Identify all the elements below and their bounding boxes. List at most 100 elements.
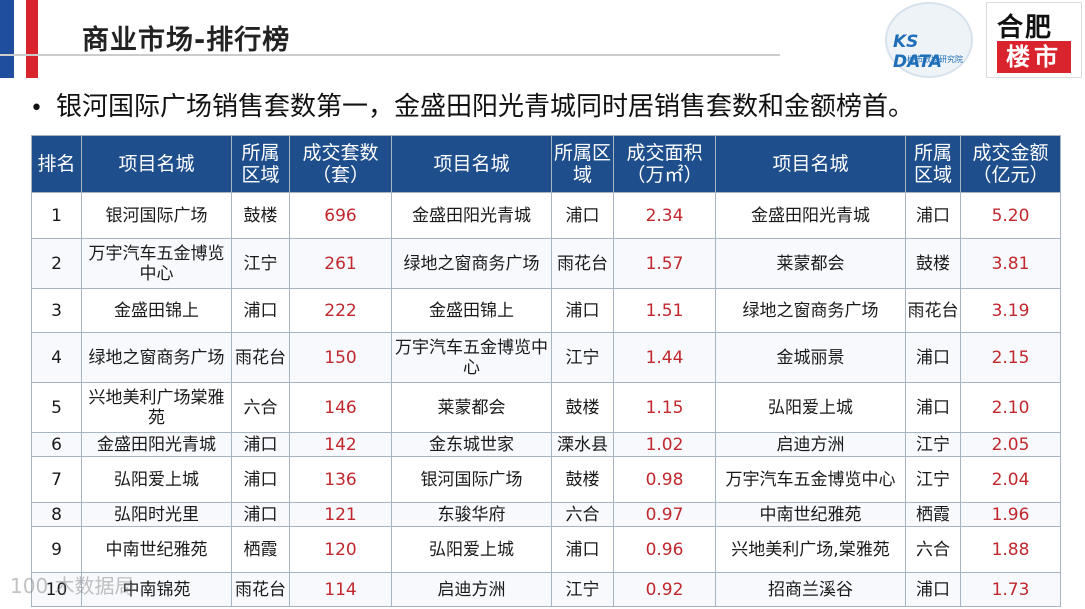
cell-name-size: 弘阳爱上城 bbox=[391, 526, 552, 573]
city-logo-line2: 楼市 bbox=[997, 41, 1071, 73]
cell-area-count: 雨花台 bbox=[231, 572, 290, 607]
flag-stripes bbox=[0, 0, 40, 78]
city-logo: 合肥 楼市 bbox=[986, 2, 1082, 78]
table-header-row: 排名 项目名城 所属区域 成交套数（套） 项目名城 所属区域 成交面积（万㎡） … bbox=[31, 135, 1061, 193]
cell-amount: 5.20 bbox=[960, 192, 1061, 239]
cell-name-size: 东骏华府 bbox=[391, 502, 552, 527]
cell-rank: 3 bbox=[31, 288, 82, 333]
cell-area-amount: 浦口 bbox=[905, 192, 961, 239]
cell-name-size: 银河国际广场 bbox=[391, 456, 552, 503]
cell-name-count: 中南世纪雅苑 bbox=[81, 526, 232, 573]
cell-count: 114 bbox=[289, 572, 392, 607]
header-area-count: 所属区域 bbox=[231, 135, 290, 193]
data-logo: KS DATA 楼市数据研究院 bbox=[885, 2, 973, 78]
cell-amount: 2.10 bbox=[960, 382, 1061, 433]
cell-count: 136 bbox=[289, 456, 392, 503]
cell-area-amount: 浦口 bbox=[905, 572, 961, 607]
cell-name-size: 绿地之窗商务广场 bbox=[391, 238, 552, 289]
cell-amount: 1.73 bbox=[960, 572, 1061, 607]
cell-area-size: 雨花台 bbox=[551, 238, 614, 289]
table-row: 4 绿地之窗商务广场 雨花台 150 万宇汽车五金博览中心 江宁 1.44 金城丽景 浦口 2.1… bbox=[31, 332, 1061, 383]
cell-area-size: 浦口 bbox=[551, 288, 614, 333]
cell-name-amount: 绿地之窗商务广场 bbox=[715, 288, 906, 333]
cell-amount: 2.05 bbox=[960, 432, 1061, 457]
data-logo-text: KS DATA bbox=[893, 32, 943, 72]
cell-size: 1.15 bbox=[613, 382, 716, 433]
header-size: 成交面积（万㎡） bbox=[613, 135, 716, 193]
cell-count: 120 bbox=[289, 526, 392, 573]
cell-area-count: 鼓楼 bbox=[231, 192, 290, 239]
flag-stripe-red bbox=[26, 0, 38, 78]
cell-name-size: 金盛田锦上 bbox=[391, 288, 552, 333]
cell-area-amount: 鼓楼 bbox=[905, 238, 961, 289]
cell-area-size: 江宁 bbox=[551, 572, 614, 607]
cell-size: 1.02 bbox=[613, 432, 716, 457]
cell-size: 1.57 bbox=[613, 238, 716, 289]
city-logo-line1: 合肥 bbox=[997, 13, 1054, 43]
cell-area-size: 浦口 bbox=[551, 192, 614, 239]
cell-amount: 1.96 bbox=[960, 502, 1061, 527]
cell-rank: 6 bbox=[31, 432, 82, 457]
table-row: 5 兴地美利广场棠雅苑 六合 146 莱蒙都会 鼓楼 1.15 弘阳爱上城 浦口 2.10 bbox=[31, 382, 1061, 433]
header-amount: 成交金额（亿元） bbox=[960, 135, 1061, 193]
cell-name-size: 金东城世家 bbox=[391, 432, 552, 457]
cell-name-amount: 金盛田阳光青城 bbox=[715, 192, 906, 239]
header-rank: 排名 bbox=[31, 135, 82, 193]
title-divider bbox=[0, 54, 780, 56]
cell-name-amount: 启迪方洲 bbox=[715, 432, 906, 457]
cell-count: 142 bbox=[289, 432, 392, 457]
cell-area-count: 浦口 bbox=[231, 288, 290, 333]
cell-area-count: 江宁 bbox=[231, 238, 290, 289]
flag-stripe-white bbox=[14, 0, 26, 78]
headline-text: 银河国际广场销售套数第一，金盛田阳光青城同时居销售套数和金额榜首。 bbox=[56, 92, 915, 122]
table-body: 1 银河国际广场 鼓楼 696 金盛田阳光青城 浦口 2.34 金盛田阳光青城 浦口 5.20 2 万… bbox=[31, 192, 1061, 607]
cell-name-size: 启迪方洲 bbox=[391, 572, 552, 607]
cell-name-amount: 金城丽景 bbox=[715, 332, 906, 383]
cell-amount: 2.15 bbox=[960, 332, 1061, 383]
flag-stripe-blue bbox=[0, 0, 14, 78]
cell-amount: 3.81 bbox=[960, 238, 1061, 289]
cell-area-count: 浦口 bbox=[231, 502, 290, 527]
cell-amount: 1.88 bbox=[960, 526, 1061, 573]
cell-area-amount: 浦口 bbox=[905, 382, 961, 433]
cell-size: 2.34 bbox=[613, 192, 716, 239]
cell-area-size: 鼓楼 bbox=[551, 382, 614, 433]
cell-name-count: 金盛田锦上 bbox=[81, 288, 232, 333]
table-row: 1 银河国际广场 鼓楼 696 金盛田阳光青城 浦口 2.34 金盛田阳光青城 浦口 5.20 bbox=[31, 192, 1061, 239]
cell-area-count: 浦口 bbox=[231, 456, 290, 503]
cell-area-count: 栖霞 bbox=[231, 526, 290, 573]
table-row: 10 中南锦苑 雨花台 114 启迪方洲 江宁 0.92 招商兰溪谷 浦口 1.73 bbox=[31, 572, 1061, 607]
cell-name-amount: 弘阳爱上城 bbox=[715, 382, 906, 433]
watermark: 100 木数据局 bbox=[10, 574, 135, 598]
cell-rank: 1 bbox=[31, 192, 82, 239]
table-row: 9 中南世纪雅苑 栖霞 120 弘阳爱上城 浦口 0.96 兴地美利广场,棠雅苑 六合 1.88 bbox=[31, 526, 1061, 573]
cell-count: 150 bbox=[289, 332, 392, 383]
cell-area-amount: 雨花台 bbox=[905, 288, 961, 333]
cell-count: 261 bbox=[289, 238, 392, 289]
data-logo-sub: 楼市数据研究院 bbox=[907, 55, 963, 64]
cell-name-amount: 兴地美利广场,棠雅苑 bbox=[715, 526, 906, 573]
ranking-table: 排名 项目名城 所属区域 成交套数（套） 项目名城 所属区域 成交面积（万㎡） … bbox=[31, 135, 1061, 607]
cell-rank: 5 bbox=[31, 382, 82, 433]
header-count: 成交套数（套） bbox=[289, 135, 392, 193]
cell-name-amount: 中南世纪雅苑 bbox=[715, 502, 906, 527]
cell-area-amount: 江宁 bbox=[905, 456, 961, 503]
cell-name-count: 银河国际广场 bbox=[81, 192, 232, 239]
cell-area-amount: 六合 bbox=[905, 526, 961, 573]
header-area-size: 所属区域 bbox=[551, 135, 614, 193]
cell-area-count: 六合 bbox=[231, 382, 290, 433]
cell-name-size: 万宇汽车五金博览中心 bbox=[391, 332, 552, 383]
headline: • 银河国际广场销售套数第一，金盛田阳光青城同时居销售套数和金额榜首。 bbox=[30, 86, 914, 123]
cell-area-size: 溧水县 bbox=[551, 432, 614, 457]
cell-area-size: 江宁 bbox=[551, 332, 614, 383]
table-row: 3 金盛田锦上 浦口 222 金盛田锦上 浦口 1.51 绿地之窗商务广场 雨花台 3.19 bbox=[31, 288, 1061, 333]
cell-name-count: 绿地之窗商务广场 bbox=[81, 332, 232, 383]
cell-area-count: 雨花台 bbox=[231, 332, 290, 383]
cell-size: 1.51 bbox=[613, 288, 716, 333]
table-row: 8 弘阳时光里 浦口 121 东骏华府 六合 0.97 中南世纪雅苑 栖霞 1.96 bbox=[31, 502, 1061, 527]
cell-name-amount: 招商兰溪谷 bbox=[715, 572, 906, 607]
cell-rank: 2 bbox=[31, 238, 82, 289]
header-name-size: 项目名城 bbox=[391, 135, 552, 193]
cell-size: 0.97 bbox=[613, 502, 716, 527]
header-area-amount: 所属区域 bbox=[905, 135, 961, 193]
